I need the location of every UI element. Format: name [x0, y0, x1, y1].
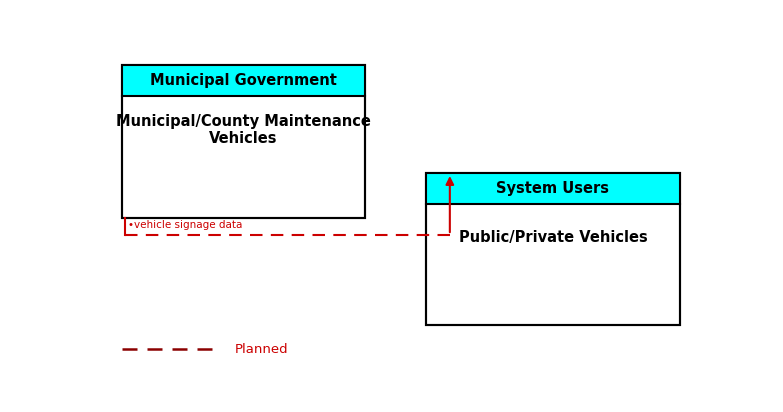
Bar [426, 173, 680, 204]
Bar [122, 66, 365, 218]
Text: Municipal/County Maintenance
Vehicles: Municipal/County Maintenance Vehicles [116, 114, 371, 146]
Text: Municipal Government: Municipal Government [150, 73, 337, 88]
Bar [426, 173, 680, 325]
Bar [122, 66, 365, 218]
Text: Planned: Planned [234, 343, 288, 356]
Text: System Users: System Users [496, 181, 609, 196]
Text: Public/Private Vehicles: Public/Private Vehicles [459, 230, 648, 245]
Text: •vehicle signage data: •vehicle signage data [128, 220, 243, 230]
Bar [122, 66, 365, 96]
Bar [426, 173, 680, 325]
